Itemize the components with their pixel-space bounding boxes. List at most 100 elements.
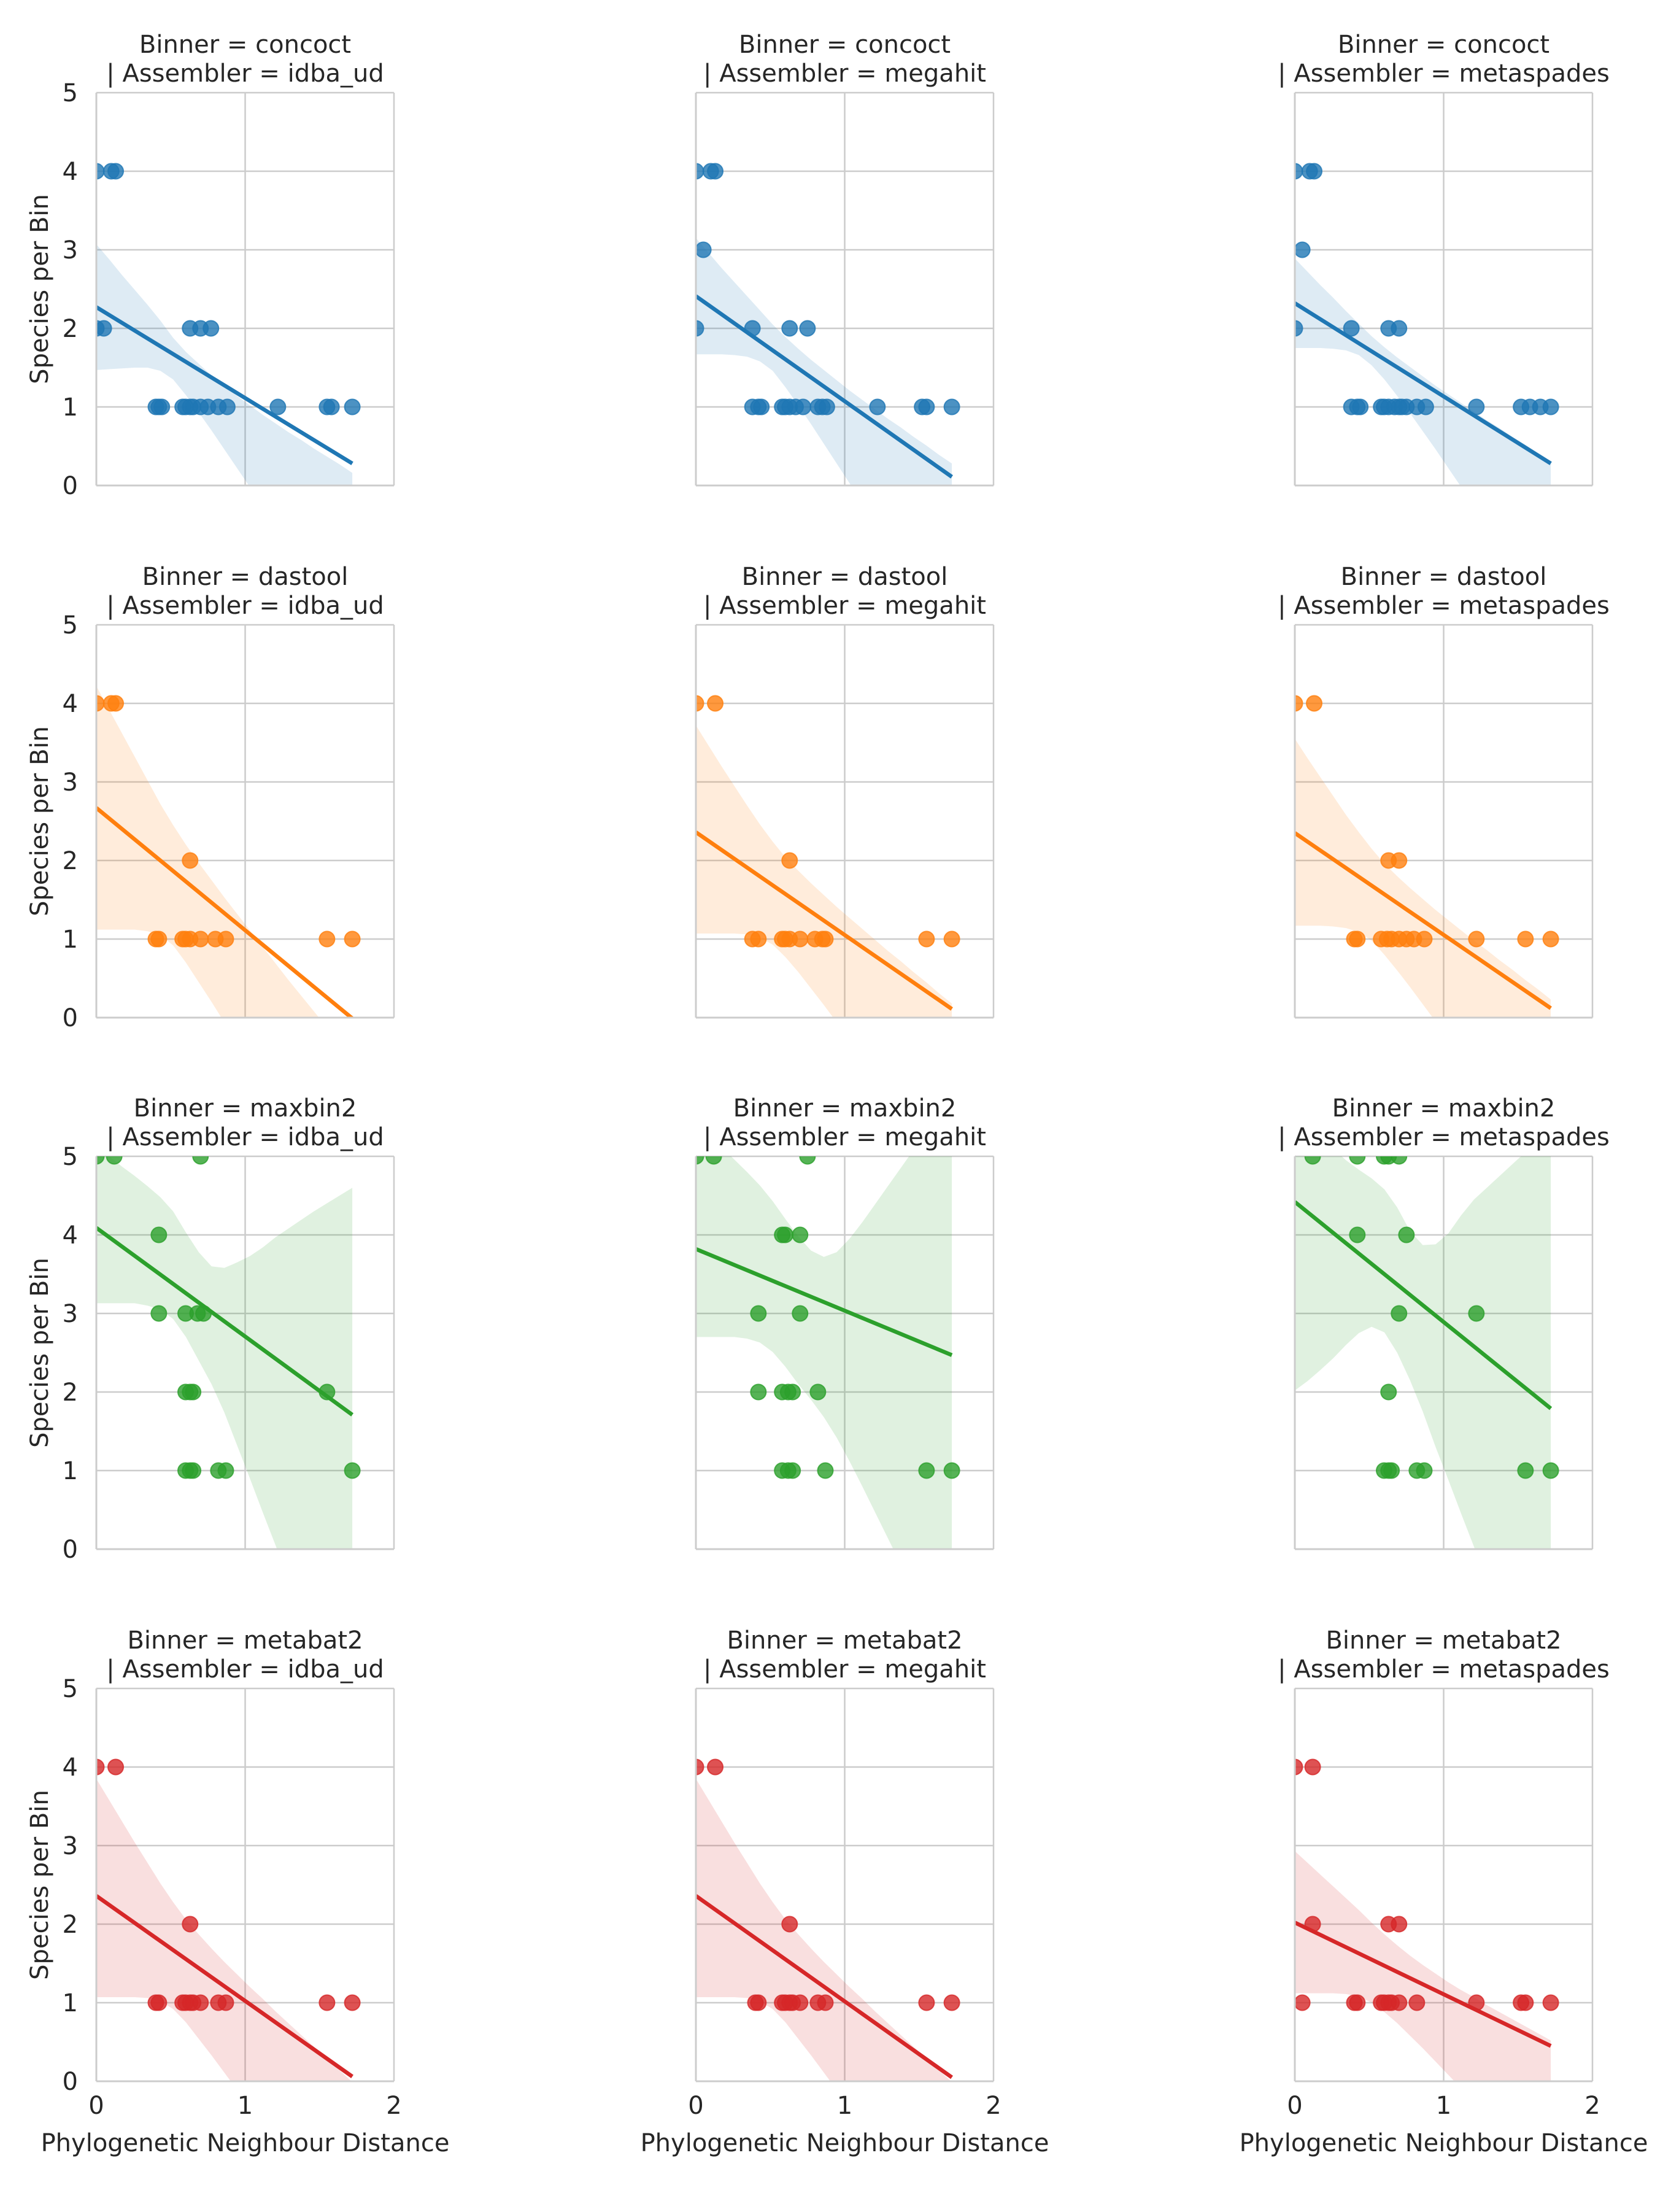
- data-point: [1295, 241, 1311, 258]
- panel-title-assembler: | Assembler = metaspades: [1278, 1655, 1610, 1684]
- data-point: [1517, 1462, 1534, 1479]
- x-tick-label: 2: [986, 2092, 1001, 2120]
- data-point: [1468, 930, 1485, 948]
- data-point: [1542, 398, 1559, 416]
- data-point: [784, 1383, 801, 1401]
- regression-line: [1295, 1920, 1552, 2048]
- data-point: [1417, 398, 1434, 416]
- data-point: [1306, 163, 1323, 180]
- facet-panel: Binner = metabat2| Assembler = metaspade…: [1240, 1626, 1648, 2157]
- y-tick-label: 5: [63, 1143, 78, 1171]
- data-point: [795, 398, 812, 416]
- data-point: [1398, 1226, 1415, 1243]
- data-point: [918, 1994, 935, 2011]
- data-point: [792, 1994, 809, 2011]
- data-point: [107, 695, 125, 712]
- x-axis-label: Phylogenetic Neighbour Distance: [41, 2129, 450, 2157]
- confidence-band: [1295, 1850, 1551, 2081]
- regression-line: [1295, 1200, 1553, 1410]
- y-tick-label: 5: [63, 611, 78, 640]
- data-point: [344, 398, 361, 416]
- data-point: [192, 1994, 209, 2011]
- facet-panel: Binner = metabat2| Assembler = idba_ud 0 1…: [26, 1626, 450, 2157]
- data-point: [344, 1994, 361, 2011]
- data-point: [203, 320, 220, 337]
- data-point: [792, 1305, 809, 1322]
- data-point: [318, 930, 336, 948]
- panel-title-binner: Binner = maxbin2: [733, 1094, 957, 1123]
- data-point: [707, 695, 724, 712]
- data-point: [918, 398, 935, 416]
- regression-line: [696, 294, 953, 479]
- data-point: [750, 930, 767, 948]
- y-tick-label: 2: [63, 1911, 78, 1939]
- data-point: [1391, 1305, 1408, 1322]
- panel-title-assembler: | Assembler = metaspades: [1278, 1123, 1610, 1151]
- data-point: [943, 1994, 960, 2011]
- data-point: [107, 163, 125, 180]
- panel-title-binner: Binner = maxbin2: [1332, 1094, 1556, 1123]
- y-tick-label: 2: [63, 847, 78, 875]
- panel-title-assembler: | Assembler = megahit: [703, 592, 986, 620]
- data-point: [185, 1462, 202, 1479]
- y-tick-label: 4: [63, 690, 78, 718]
- confidence-band: [96, 244, 353, 485]
- data-point: [1542, 930, 1559, 948]
- data-point: [1304, 1758, 1321, 1776]
- data-point: [784, 1462, 801, 1479]
- data-point: [318, 1994, 336, 2011]
- data-point: [753, 398, 770, 416]
- x-tick-label: 0: [88, 2092, 104, 2120]
- data-point: [150, 1305, 168, 1322]
- x-tick-label: 1: [837, 2092, 852, 2120]
- data-point: [96, 1156, 105, 1165]
- data-point: [750, 1383, 767, 1401]
- facet-panel: Binner = concoct| Assembler = metaspades: [1278, 31, 1610, 487]
- y-tick-label: 1: [63, 393, 78, 422]
- data-point: [1295, 1994, 1311, 2011]
- data-point: [943, 1462, 960, 1479]
- data-point: [1383, 1462, 1400, 1479]
- regression-line: [96, 305, 353, 465]
- data-point: [1391, 1916, 1408, 1933]
- facet-panel: Binner = maxbin2| Assembler = idba_ud 0 1 2…: [26, 1094, 395, 1564]
- facet-panel: Binner = concoct| Assembler = megahit: [695, 31, 995, 487]
- data-point: [943, 398, 960, 416]
- facet-panel: Binner = maxbin2| Assembler = megahit: [695, 1094, 995, 1550]
- data-point: [150, 1994, 168, 2011]
- facet-panel: Binner = dastool| Assembler = metaspades: [1278, 563, 1610, 1019]
- data-point: [1349, 930, 1366, 948]
- data-point: [344, 930, 361, 948]
- data-point: [182, 1916, 199, 1933]
- confidence-band: [96, 686, 319, 1018]
- y-axis-label: Species per Bin: [26, 1258, 54, 1448]
- data-point: [1468, 1305, 1485, 1322]
- panel-title-assembler: | Assembler = idba_ud: [106, 1655, 384, 1684]
- regression-line: [1295, 831, 1552, 1010]
- data-point: [750, 1305, 767, 1322]
- data-point: [182, 852, 199, 869]
- data-point: [218, 398, 236, 416]
- x-tick-label: 0: [688, 2092, 703, 2120]
- data-point: [150, 1226, 168, 1243]
- panel-title-binner: Binner = metabat2: [727, 1626, 962, 1655]
- panel-title-assembler: | Assembler = megahit: [703, 60, 986, 88]
- x-tick-label: 0: [1287, 2092, 1302, 2120]
- data-point: [96, 320, 112, 337]
- regression-line: [696, 1894, 953, 2079]
- data-point: [1343, 320, 1360, 337]
- x-axis-label: Phylogenetic Neighbour Distance: [641, 2129, 1049, 2157]
- facet-panel: Binner = metabat2| Assembler = megahit 0 1…: [641, 1626, 1049, 2157]
- y-tick-label: 1: [63, 1989, 78, 2017]
- data-point: [817, 1994, 834, 2011]
- x-axis-label: Phylogenetic Neighbour Distance: [1240, 2129, 1648, 2157]
- panel-title-assembler: | Assembler = idba_ud: [106, 592, 384, 620]
- data-point: [1352, 398, 1369, 416]
- data-point: [1349, 1226, 1366, 1243]
- data-point: [344, 1462, 361, 1479]
- data-point: [1349, 1994, 1366, 2011]
- data-point: [1304, 1156, 1321, 1165]
- y-tick-label: 4: [63, 1754, 78, 1782]
- data-point: [1349, 1156, 1366, 1165]
